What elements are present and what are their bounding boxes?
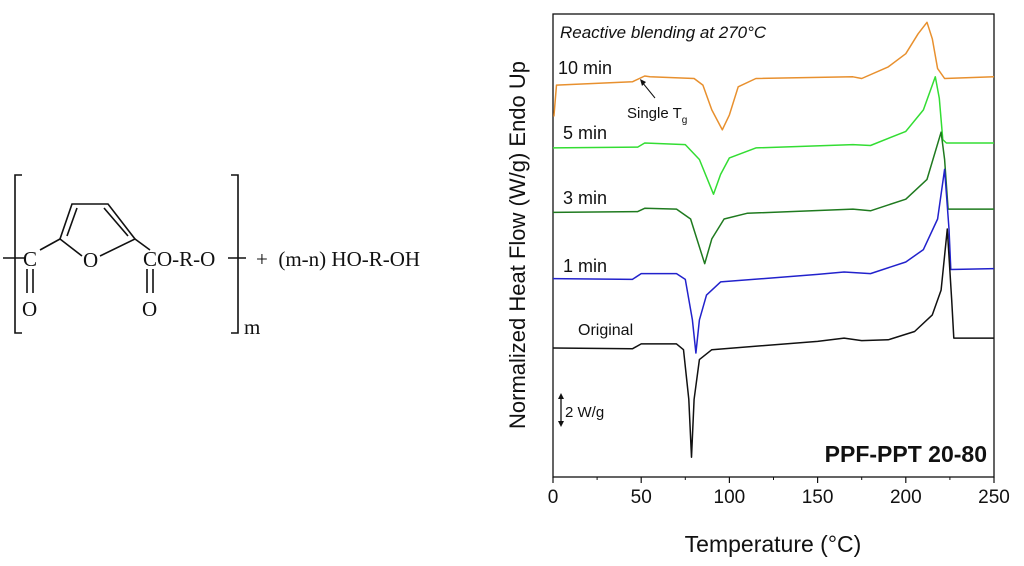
furan-double-bond-left (66, 207, 78, 237)
series-label: 3 min (563, 188, 607, 208)
annotation-subscript: g (682, 115, 688, 126)
ring-oxygen-label: O (83, 248, 98, 272)
right-bracket (231, 174, 239, 334)
x-tick-label: 50 (631, 487, 652, 508)
annotation-arrow-line (641, 81, 656, 99)
x-tick-label: 0 (548, 487, 559, 508)
annotation-main: Single T (627, 105, 682, 122)
series-label: 1 min (563, 256, 607, 276)
series-line-3-min (552, 131, 994, 265)
furan-ring (59, 203, 137, 257)
repeat-subscript: m (244, 315, 260, 339)
plus-term: + (m-n) HO-R-OH (256, 247, 420, 271)
x-tick-label: 250 (978, 487, 1010, 508)
sample-label: PPF-PPT 20-80 (825, 441, 987, 467)
scale-bar-label: 2 W/g (565, 404, 604, 421)
plot-frame (552, 13, 995, 478)
series-label: 10 min (558, 58, 612, 78)
chart-title: Reactive blending at 270°C (560, 23, 767, 42)
scale-bar: 2 W/g (558, 393, 604, 427)
annotation-text: Single Tg (627, 105, 687, 126)
x-tick-label: 100 (714, 487, 746, 508)
arrow-head-icon (640, 79, 646, 86)
x-axis-label: Temperature (°C) (685, 531, 862, 557)
tg-annotation: Single Tg (627, 79, 687, 126)
series-line-10-min (553, 21, 995, 131)
furan-double-bond-right (103, 207, 129, 237)
bond-c-ring (39, 238, 61, 251)
y-axis-label: Normalized Heat Flow (W/g) Endo Up (505, 61, 530, 429)
series-line-1-min (552, 168, 995, 354)
left-bracket (14, 174, 22, 334)
carbonyl-left-label: C (23, 247, 37, 271)
series-line-original (552, 228, 994, 458)
x-tick-label: 150 (802, 487, 834, 508)
x-tick-label: 200 (890, 487, 922, 508)
chemical-structure (3, 174, 246, 334)
series-line-5-min (552, 76, 994, 195)
bond-ring-ester (134, 238, 151, 251)
series-label: 5 min (563, 123, 607, 143)
series-label: Original (578, 322, 633, 339)
dsc-chart: 0 50 100 150 200 250 10 min 5 min 3 min 1 min Orig… (548, 13, 1010, 508)
ester-group-label: CO-R-O (143, 247, 215, 271)
oxygen-right-label: O (142, 297, 157, 321)
oxygen-left-label: O (22, 297, 37, 321)
